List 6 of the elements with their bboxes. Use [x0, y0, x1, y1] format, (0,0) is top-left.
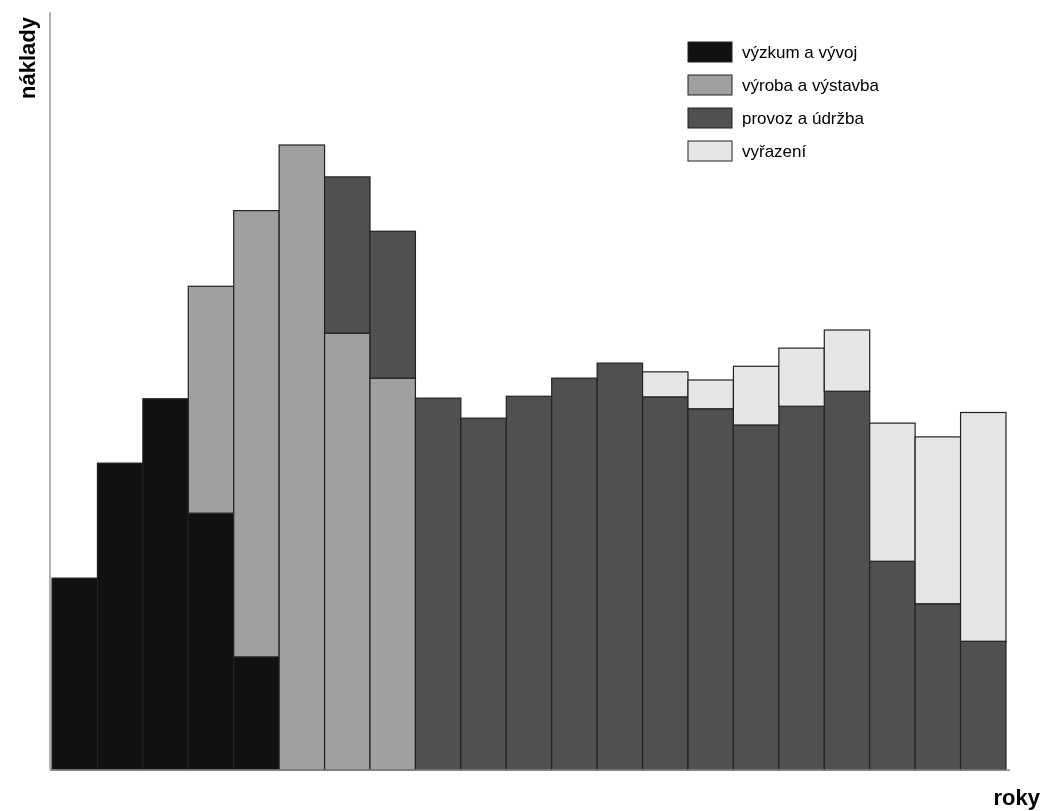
legend-label: provoz a údržba — [742, 109, 865, 128]
legend-label: vyřazení — [742, 142, 807, 161]
legend-label: výzkum a vývoj — [742, 43, 858, 62]
y-axis-title: náklady — [15, 16, 40, 99]
legend-label: výroba a výstavba — [742, 76, 880, 95]
x-axis-title: roky — [993, 785, 1041, 810]
